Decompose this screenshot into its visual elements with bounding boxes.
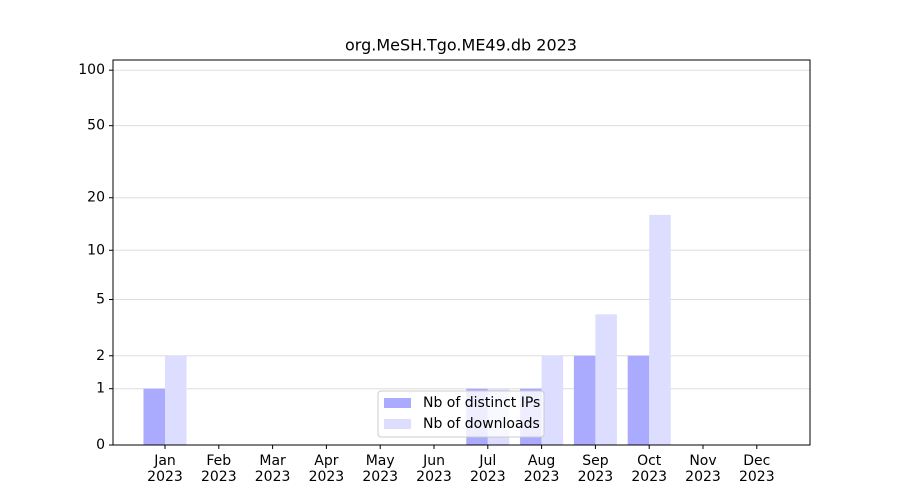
x-tick-label: Jul 2023 (470, 453, 506, 485)
bar (595, 314, 617, 445)
x-tick-label: Mar 2023 (255, 453, 291, 485)
bar (143, 388, 165, 445)
y-tick-label: 20 (87, 190, 105, 206)
legend-label: Nb of downloads (423, 416, 540, 432)
x-tick-label: Oct 2023 (631, 453, 667, 485)
bar (165, 355, 187, 445)
y-tick-label: 1 (96, 381, 105, 397)
plot-frame (112, 59, 811, 446)
legend-label: Nb of distinct IPs (423, 395, 540, 411)
x-tick-label: Nov 2023 (685, 453, 721, 485)
y-tick-label: 50 (87, 118, 105, 134)
x-tick-label: Jan 2023 (147, 453, 183, 485)
x-tick-label: May 2023 (362, 453, 398, 485)
legend-swatch (384, 419, 411, 429)
y-tick-label: 0 (96, 437, 105, 453)
x-tick-label: Feb 2023 (201, 453, 237, 485)
y-tick-label: 100 (78, 62, 105, 78)
chart-title: org.MeSH.Tgo.ME49.db 2023 (345, 36, 577, 55)
legend-box (377, 390, 545, 438)
x-tick-label: Aug 2023 (524, 453, 560, 485)
legend-swatch (384, 398, 411, 408)
x-tick-label: Dec 2023 (739, 453, 775, 485)
x-tick-label: Sep 2023 (578, 453, 614, 485)
x-tick-label: Apr 2023 (309, 453, 345, 485)
bar (627, 355, 650, 445)
y-tick-label: 10 (87, 242, 105, 258)
bar (649, 214, 671, 445)
bar (573, 355, 596, 445)
y-tick-label: 2 (96, 348, 105, 364)
y-tick-label: 5 (96, 291, 105, 307)
bar (541, 355, 564, 445)
x-tick-label: Jun 2023 (416, 453, 452, 485)
